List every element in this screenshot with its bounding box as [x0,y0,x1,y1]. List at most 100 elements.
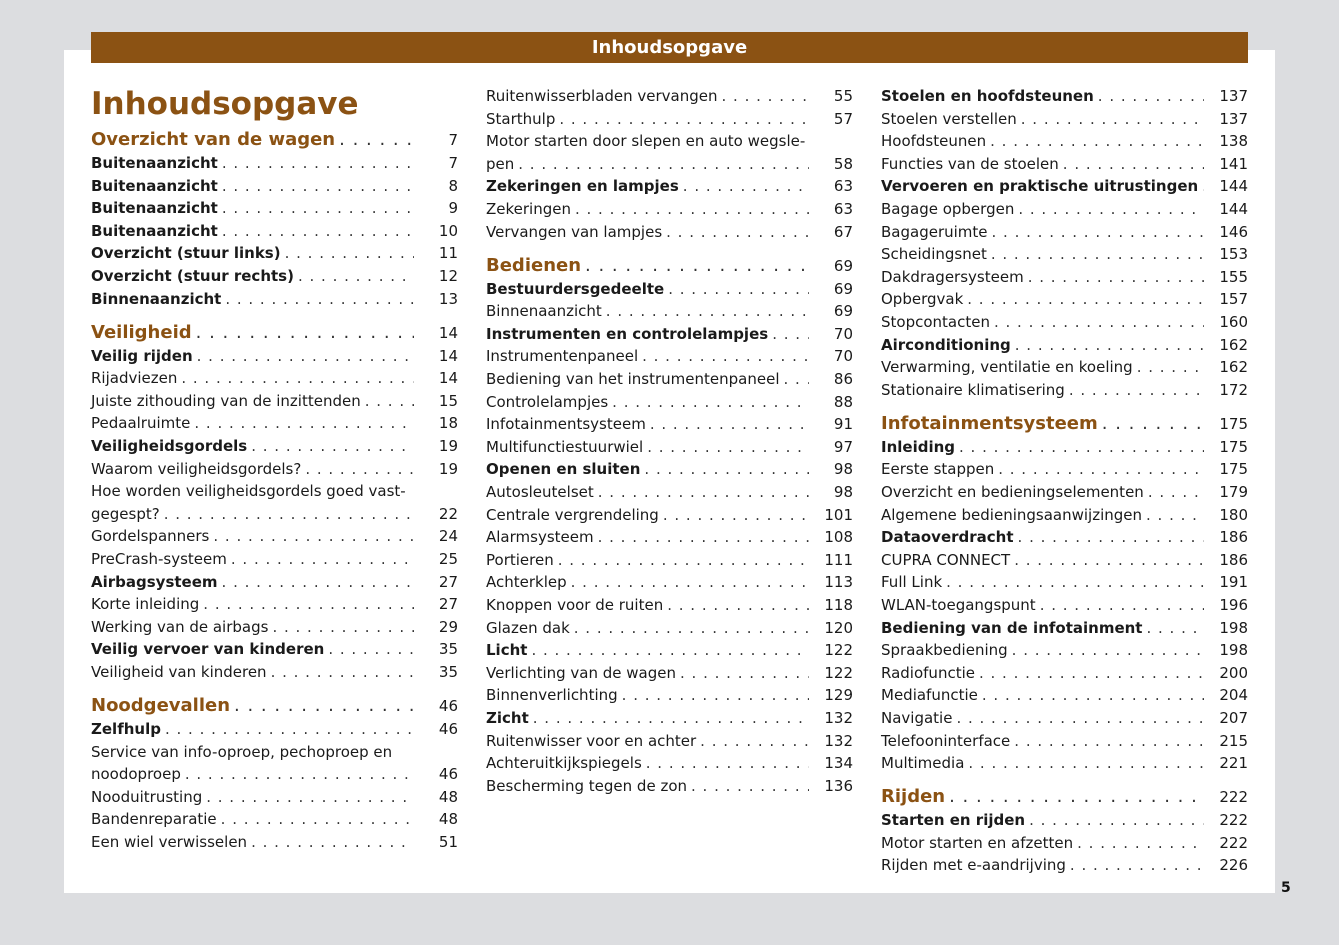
toc-entry[interactable]: Stoelen verstellen 137 [881,108,1248,131]
toc-entry[interactable]: Veilig vervoer van kinderen 35 [91,638,458,661]
toc-entry[interactable]: Controlelampjes 88 [486,391,853,414]
toc-entry[interactable]: Licht 122 [486,639,853,662]
toc-entry[interactable]: Vervangen van lampjes 67 [486,221,853,244]
toc-entry[interactable]: Waarom veiligheidsgordels? 19 [91,458,458,481]
toc-entry[interactable]: Multimedia 221 [881,752,1248,775]
toc-entry[interactable]: Juiste zithouding van de inzittenden 15 [91,390,458,413]
toc-section[interactable]: Bedienen 69 [486,255,853,278]
toc-entry[interactable]: Zelfhulp 46 [91,718,458,741]
toc-entry[interactable]: Instrumenten en controlelampjes 70 [486,323,853,346]
toc-entry[interactable]: Binnenverlichting 129 [486,684,853,707]
toc-entry[interactable]: Veilig rijden 14 [91,345,458,368]
toc-page-number: 13 [438,289,458,308]
toc-entry[interactable]: Werking van de airbags 29 [91,616,458,639]
toc-entry[interactable]: Zicht 132 [486,707,853,730]
toc-entry[interactable]: Stoelen en hoofdsteunen 137 [881,85,1248,108]
toc-entry[interactable]: pen 58 [486,153,853,176]
toc-entry[interactable]: WLAN-toegangspunt 196 [881,594,1248,617]
toc-entry[interactable]: Centrale vergrendeling 101 [486,504,853,527]
toc-entry[interactable]: Algemene bedieningsaanwijzingen 180 [881,504,1248,527]
toc-entry[interactable]: Buitenaanzicht 8 [91,175,458,198]
toc-entry[interactable]: Binnenaanzicht 13 [91,288,458,311]
toc-entry[interactable]: Een wiel verwisselen 51 [91,831,458,854]
toc-entry[interactable]: Bandenreparatie 48 [91,808,458,831]
toc-entry[interactable]: Zekeringen en lampjes 63 [486,175,853,198]
toc-entry[interactable]: Openen en sluiten 98 [486,458,853,481]
toc-entry[interactable]: Buitenaanzicht 7 [91,152,458,175]
toc-entry[interactable]: Spraakbediening 198 [881,639,1248,662]
toc-entry[interactable]: Bestuurdersgedeelte 69 [486,278,853,301]
toc-entry[interactable]: Stationaire klimatisering 172 [881,379,1248,402]
toc-entry[interactable]: Dataoverdracht 186 [881,526,1248,549]
toc-entry[interactable]: Achterklep 113 [486,571,853,594]
toc-entry[interactable]: Overzicht (stuur links) 11 [91,242,458,265]
toc-section[interactable]: Infotainmentsysteem 175 [881,413,1248,436]
toc-entry[interactable]: Bagageruimte 146 [881,221,1248,244]
toc-entry[interactable]: Overzicht (stuur rechts) 12 [91,265,458,288]
toc-entry[interactable]: Verwarming, ventilatie en koeling 162 [881,356,1248,379]
toc-entry[interactable]: Radiofunctie 200 [881,662,1248,685]
toc-entry[interactable]: Bagage opbergen 144 [881,198,1248,221]
toc-entry[interactable]: Buitenaanzicht 9 [91,197,458,220]
toc-entry[interactable]: Eerste stappen 175 [881,458,1248,481]
toc-entry[interactable]: Starten en rijden 222 [881,809,1248,832]
toc-entry-line[interactable]: Hoe worden veiligheidsgordels goed vast- [91,482,406,501]
toc-entry[interactable]: Stopcontacten 160 [881,311,1248,334]
toc-page-number: 172 [1219,380,1248,399]
toc-section[interactable]: Rijden 222 [881,786,1248,809]
toc-entry[interactable]: Rijadviezen 14 [91,367,458,390]
toc-entry[interactable]: Knoppen voor de ruiten 118 [486,594,853,617]
toc-entry[interactable]: Infotainmentsysteem 91 [486,413,853,436]
toc-entry[interactable]: Glazen dak 120 [486,617,853,640]
toc-entry[interactable]: Airbagsysteem 27 [91,571,458,594]
toc-entry[interactable]: Pedaalruimte 18 [91,412,458,435]
toc-entry[interactable]: noodoproep 46 [91,763,458,786]
toc-entry[interactable]: Portieren 111 [486,549,853,572]
toc-entry[interactable]: Autosleutelset 98 [486,481,853,504]
toc-entry[interactable]: Verlichting van de wagen 122 [486,662,853,685]
toc-entry[interactable]: Bediening van het instrumentenpaneel 86 [486,368,853,391]
toc-entry-line[interactable]: Service van info-oproep, pechoproep en [91,742,393,761]
toc-section[interactable]: Noodgevallen 46 [91,695,458,718]
toc-entry[interactable]: Starthulp 57 [486,108,853,131]
toc-page-number: 12 [438,266,458,285]
toc-entry[interactable]: Dakdragersysteem 155 [881,266,1248,289]
toc-entry[interactable]: Motor starten en afzetten 222 [881,832,1248,855]
toc-entry[interactable]: Airconditioning 162 [881,334,1248,357]
toc-entry[interactable]: Ruitenwisser voor en achter 132 [486,730,853,753]
toc-entry[interactable]: Navigatie 207 [881,707,1248,730]
toc-entry-line[interactable]: Motor starten door slepen en auto wegsle… [486,132,806,151]
toc-entry[interactable]: Alarmsysteem 108 [486,526,853,549]
toc-entry[interactable]: Mediafunctie 204 [881,684,1248,707]
toc-entry[interactable]: Bediening van de infotainment 198 [881,617,1248,640]
toc-entry[interactable]: gegespt? 22 [91,503,458,526]
toc-entry[interactable]: Functies van de stoelen 141 [881,153,1248,176]
toc-entry[interactable]: Telefooninterface 215 [881,730,1248,753]
toc-entry[interactable]: Veiligheidsgordels 19 [91,435,458,458]
toc-entry[interactable]: CUPRA CONNECT 186 [881,549,1248,572]
toc-entry[interactable]: Gordelspanners 24 [91,525,458,548]
toc-section[interactable]: Overzicht van de wagen 7 [91,129,458,152]
toc-entry[interactable]: Overzicht en bedieningselementen 179 [881,481,1248,504]
toc-entry[interactable]: Korte inleiding 27 [91,593,458,616]
toc-entry[interactable]: PreCrash-systeem 25 [91,548,458,571]
toc-entry[interactable]: Hoofdsteunen 138 [881,130,1248,153]
toc-entry[interactable]: Veiligheid van kinderen 35 [91,661,458,684]
toc-section[interactable]: Veiligheid 14 [91,322,458,345]
toc-entry[interactable]: Ruitenwisserbladen vervangen 55 [486,85,853,108]
toc-entry[interactable]: Zekeringen 63 [486,198,853,221]
toc-entry[interactable]: Full Link 191 [881,571,1248,594]
toc-entry[interactable]: Buitenaanzicht 10 [91,220,458,243]
toc-entry[interactable]: Inleiding 175 [881,436,1248,459]
toc-entry[interactable]: Rijden met e-aandrijving 226 [881,854,1248,877]
toc-entry[interactable]: Binnenaanzicht 69 [486,300,853,323]
toc-entry[interactable]: Vervoeren en praktische uitrustingen 144 [881,175,1248,198]
toc-entry[interactable]: Achteruitkijkspiegels 134 [486,752,853,775]
leader-dots [1021,108,1204,131]
toc-entry[interactable]: Opbergvak 157 [881,288,1248,311]
toc-entry[interactable]: Bescherming tegen de zon 136 [486,775,853,798]
toc-entry[interactable]: Instrumentenpaneel 70 [486,345,853,368]
toc-entry[interactable]: Scheidingsnet 153 [881,243,1248,266]
toc-entry[interactable]: Multifunctiestuurwiel 97 [486,436,853,459]
toc-entry[interactable]: Nooduitrusting 48 [91,786,458,809]
